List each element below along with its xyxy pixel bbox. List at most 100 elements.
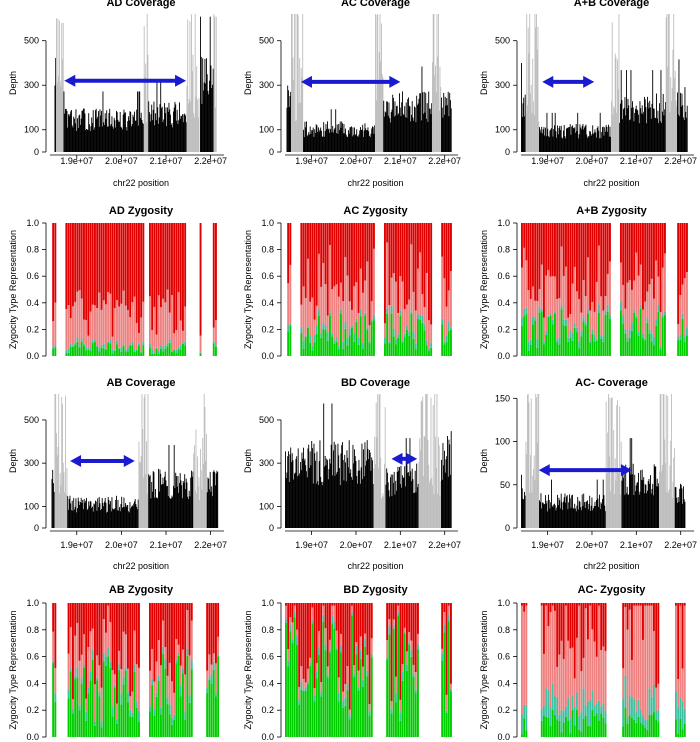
acm-cov-bar bbox=[587, 509, 589, 528]
ad-cov-bar bbox=[72, 127, 74, 152]
ab-zyg-hom-ref-segment bbox=[164, 668, 167, 737]
acm-cov-bar bbox=[609, 397, 611, 528]
ab-cov-top-bar bbox=[638, 114, 639, 152]
bd-zyg-het-segment bbox=[441, 648, 444, 654]
ad-cov-bar bbox=[140, 112, 142, 152]
bd-zyg-het-segment bbox=[353, 665, 356, 674]
bd-zyg-minor-segment bbox=[315, 671, 318, 679]
ab-cov-top-bar bbox=[632, 101, 633, 152]
ab-cov-bar bbox=[174, 488, 176, 528]
ab-cov-top-bar bbox=[626, 70, 627, 152]
ad-cov-bar bbox=[122, 114, 124, 152]
ab-zyg-top-hom-alt-segment bbox=[679, 223, 682, 296]
ad-cov-bar bbox=[165, 107, 167, 152]
ad-zyg-minor-segment bbox=[166, 342, 169, 347]
acm-zyg-hom-ref-segment bbox=[554, 714, 556, 737]
bd-cov-bar bbox=[294, 472, 296, 528]
bd-zyg-het-segment bbox=[300, 666, 303, 683]
acm-cov-bar bbox=[650, 475, 651, 528]
ab-zyg-het-segment bbox=[186, 610, 189, 649]
acm-zyg-het-segment bbox=[648, 605, 651, 689]
acm-zyg-hom-alt-segment bbox=[633, 603, 636, 606]
acm-zyg-het-segment bbox=[545, 605, 548, 689]
ac-zyg-hom-alt-segment bbox=[362, 223, 364, 293]
ac-cov-bar bbox=[373, 133, 375, 152]
ab-zyg-het-segment bbox=[107, 605, 110, 648]
ab-cov-top-bar bbox=[550, 129, 552, 152]
ac-zyg-het-segment bbox=[348, 301, 351, 329]
ac-cov-bar bbox=[428, 91, 430, 152]
ac-cov-bar bbox=[327, 129, 329, 152]
ab-cov-bar bbox=[176, 476, 177, 528]
ab-zyg-top-y-tick-label: 1.0 bbox=[497, 218, 510, 228]
acm-cov-bar bbox=[549, 508, 551, 528]
acm-zyg-het-segment bbox=[598, 605, 600, 701]
ab-cov-top-bar bbox=[665, 17, 667, 153]
ab-cov-top-bar bbox=[650, 118, 652, 152]
ab-cov-bar bbox=[152, 491, 153, 528]
ac-zyg-het-segment bbox=[373, 248, 375, 315]
bd-cov-bar bbox=[291, 462, 292, 528]
ad-cov-bar bbox=[138, 91, 140, 152]
ad-cov-bar bbox=[153, 101, 155, 152]
ad-zyg-het-segment bbox=[157, 295, 160, 351]
ad-zyg-y-tick-label: 0.8 bbox=[26, 245, 39, 255]
ab-zyg-hom-alt-segment bbox=[94, 603, 96, 685]
acm-cov-x-tick-label: 2.0e+07 bbox=[576, 540, 609, 550]
ab-cov-bar bbox=[196, 492, 198, 528]
ab-zyg-het-segment bbox=[78, 660, 81, 706]
ab-zyg-top-minor-segment bbox=[536, 338, 539, 348]
bd-zyg-hom-ref-segment bbox=[289, 631, 292, 737]
ab-zyg-hom-alt-segment bbox=[102, 603, 105, 620]
acm-zyg-hom-ref-segment bbox=[571, 709, 574, 737]
ab-cov-bar bbox=[215, 473, 217, 528]
ab-cov-bar bbox=[97, 498, 99, 528]
ac-cov-bar bbox=[345, 134, 347, 152]
ac-zyg-hom-alt-segment bbox=[408, 223, 411, 300]
bd-zyg-hom-alt-segment bbox=[417, 603, 419, 634]
ab-zyg-top-het-segment bbox=[655, 260, 658, 319]
ab-zyg-hom-alt-segment bbox=[113, 603, 116, 675]
ad-cov-bar bbox=[148, 101, 150, 152]
acm-zyg-minor-segment bbox=[556, 696, 559, 720]
ab-zyg-top-hom-alt-segment bbox=[595, 223, 598, 282]
bd-cov-bar bbox=[387, 482, 389, 528]
acm-zyg-hom-alt-segment bbox=[653, 603, 655, 632]
ac-cov-bar bbox=[362, 124, 364, 152]
ab-zyg-top-hom-ref-segment bbox=[551, 324, 554, 356]
bd-cov-bar bbox=[347, 457, 349, 528]
bd-zyg-hom-ref-segment bbox=[353, 677, 356, 737]
ad-zyg-hom-alt-segment bbox=[160, 223, 162, 308]
ac-cov-y-tick-label: 100 bbox=[259, 125, 274, 135]
ad-zyg-hom-ref-segment bbox=[179, 349, 182, 356]
ad-zyg-hom-ref-segment bbox=[120, 351, 123, 356]
ac-zyg-hom-alt-segment bbox=[311, 223, 314, 298]
ac-zyg-minor-segment bbox=[313, 334, 316, 343]
ab-cov-bar bbox=[89, 505, 90, 528]
ad-zyg-hom-alt-segment bbox=[179, 223, 182, 321]
ab-cov-top-bar bbox=[561, 137, 563, 152]
ac-cov-bar bbox=[292, 57, 294, 152]
ac-zyg-het-segment bbox=[337, 296, 340, 347]
ad-zyg-hom-alt-segment bbox=[168, 223, 171, 313]
ad-zyg-het-segment bbox=[72, 306, 74, 346]
acm-cov-bar bbox=[523, 499, 525, 528]
ab-zyg-hom-ref-segment bbox=[175, 663, 178, 737]
ac-zyg-y-tick-label: 0.4 bbox=[261, 298, 274, 308]
bd-zyg-minor-segment bbox=[329, 650, 331, 653]
bd-zyg-minor-segment bbox=[447, 614, 450, 622]
ac-zyg-het-segment bbox=[322, 263, 325, 324]
bd-cov-bar bbox=[411, 468, 413, 528]
bd-cov-bar bbox=[423, 435, 425, 528]
ab-cov-top-bar bbox=[547, 128, 549, 152]
acm-zyg-hom-ref-segment bbox=[600, 713, 603, 737]
ad-cov-bar bbox=[171, 123, 173, 152]
ab-cov-top-bar bbox=[631, 107, 633, 152]
ac-zyg-het-segment bbox=[313, 319, 316, 335]
acm-zyg-hom-ref-segment bbox=[648, 714, 651, 737]
ab-cov-top-bar bbox=[555, 131, 557, 152]
ab-zyg-top-minor-segment bbox=[628, 329, 631, 338]
ac-cov-bar bbox=[387, 101, 388, 152]
ad-cov-bar bbox=[108, 113, 110, 152]
ad-zyg-minor-segment bbox=[107, 340, 110, 343]
